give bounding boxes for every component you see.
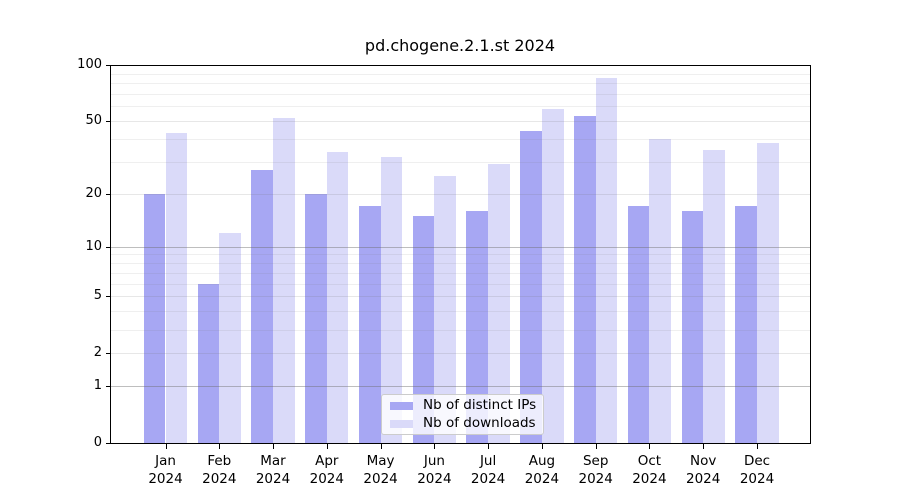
major-gridline — [110, 386, 810, 388]
y-axis-tick — [106, 443, 110, 444]
y-tick-label: 2 — [93, 345, 102, 360]
minor-gridline — [110, 83, 810, 85]
y-tick-label: 0 — [93, 435, 102, 450]
x-tick-label: Feb 2024 — [202, 453, 237, 487]
bar-distinct-ips — [466, 210, 489, 443]
y-tick-label: 100 — [77, 57, 102, 72]
major-gridline — [110, 296, 810, 298]
y-axis-tick — [106, 296, 110, 298]
x-axis-tick — [273, 444, 274, 449]
x-tick-label: Oct 2024 — [632, 453, 667, 487]
x-axis-tick — [380, 444, 382, 449]
bar-distinct-ips — [412, 215, 435, 443]
x-axis-tick — [219, 444, 221, 449]
bar-downloads — [595, 78, 618, 443]
bar-downloads — [219, 232, 241, 443]
minor-gridline — [110, 283, 810, 285]
x-tick-label: Jan 2024 — [148, 453, 183, 487]
minor-gridline — [110, 329, 810, 331]
y-axis-tick — [106, 121, 110, 122]
bar-distinct-ips — [627, 206, 650, 443]
x-axis-tick — [703, 444, 705, 449]
x-axis-tick — [165, 444, 167, 449]
bar-distinct-ips — [197, 283, 220, 443]
x-axis-tick — [488, 444, 490, 449]
minor-gridline — [110, 272, 810, 274]
x-axis-tick — [434, 444, 436, 449]
x-tick-label: Dec 2024 — [739, 453, 775, 487]
legend-row-distinct-ips: Nb of distinct IPs — [382, 398, 543, 413]
y-tick-label: 50 — [85, 113, 102, 128]
y-axis-tick — [106, 246, 110, 248]
legend-swatch-downloads — [390, 419, 413, 428]
x-tick-label: Nov 2024 — [686, 453, 721, 487]
minor-gridline — [110, 254, 810, 256]
bar-downloads — [488, 164, 510, 443]
x-axis-tick — [649, 444, 651, 449]
y-axis-tick — [106, 193, 110, 195]
minor-gridline — [110, 73, 810, 75]
y-tick-label: 10 — [85, 238, 102, 254]
bar-downloads — [757, 142, 779, 443]
bar-distinct-ips — [520, 131, 542, 443]
x-axis-tick — [595, 444, 597, 449]
minor-gridline — [110, 138, 810, 140]
bar-downloads — [703, 149, 725, 443]
x-tick-label: Apr 2024 — [309, 453, 344, 487]
x-tick-label: Aug 2024 — [524, 453, 560, 487]
bar-distinct-ips — [143, 193, 166, 443]
minor-gridline — [110, 311, 810, 313]
major-gridline — [110, 193, 810, 195]
y-tick-label: 1 — [93, 378, 102, 394]
x-axis-tick — [326, 444, 328, 449]
y-axis-tick — [106, 65, 110, 66]
minor-gridline — [110, 106, 810, 108]
bar-distinct-ips — [574, 116, 596, 443]
major-gridline — [110, 353, 810, 354]
chart-title: pd.chogene.2.1.st 2024 — [364, 36, 556, 55]
bar-downloads — [326, 151, 349, 443]
major-gridline — [110, 246, 810, 248]
legend-label-downloads: Nb of downloads — [423, 415, 536, 431]
bar-downloads — [380, 156, 403, 443]
x-tick-label: Jul 2024 — [470, 453, 506, 487]
legend-row-downloads: Nb of downloads — [382, 416, 543, 431]
bar-downloads — [273, 117, 295, 443]
minor-gridline — [110, 161, 810, 163]
bar-distinct-ips — [251, 170, 273, 443]
bar-downloads — [649, 138, 672, 443]
x-tick-label: Mar 2024 — [255, 453, 291, 487]
bar-downloads — [165, 133, 188, 443]
bar-downloads — [434, 176, 457, 443]
legend-label-distinct-ips: Nb of distinct IPs — [423, 397, 537, 413]
y-axis-tick — [106, 386, 110, 388]
bar-distinct-ips — [358, 206, 381, 443]
bar-distinct-ips — [681, 210, 704, 443]
legend-swatch-distinct-ips — [390, 401, 413, 410]
y-axis-tick — [106, 353, 110, 354]
x-tick-label: Sep 2024 — [578, 453, 613, 487]
x-tick-label: May 2024 — [363, 453, 398, 487]
x-axis-tick — [541, 444, 543, 449]
x-tick-label: Jun 2024 — [417, 453, 452, 487]
y-tick-label: 20 — [85, 185, 102, 201]
major-gridline — [110, 65, 810, 66]
bar-distinct-ips — [735, 206, 757, 443]
bar-downloads — [541, 109, 564, 443]
x-axis-tick — [757, 444, 758, 449]
minor-gridline — [110, 93, 810, 95]
minor-gridline — [110, 263, 810, 264]
bar-distinct-ips — [305, 193, 327, 443]
legend: Nb of distinct IPs Nb of downloads — [381, 394, 544, 435]
major-gridline — [110, 121, 810, 122]
y-tick-label: 5 — [93, 288, 102, 304]
